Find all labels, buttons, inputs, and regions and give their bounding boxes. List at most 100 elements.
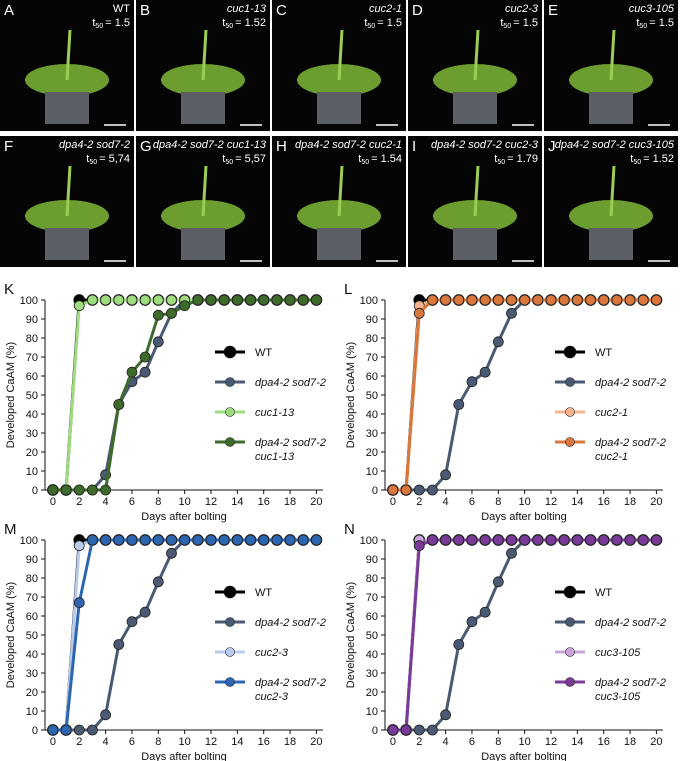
pot (45, 92, 89, 124)
data-point (479, 366, 491, 378)
t50-subscript: 50 (95, 23, 103, 30)
data-point (506, 307, 517, 319)
data-point (453, 639, 465, 650)
data-point (87, 534, 98, 546)
y-tick-label: 80 (26, 573, 38, 585)
data-point (427, 534, 438, 546)
data-point (73, 597, 85, 609)
y-tick-label: 100 (20, 295, 38, 307)
data-point (492, 294, 504, 306)
legend-marker (225, 677, 235, 687)
pot (589, 228, 633, 260)
legend-marker (565, 407, 575, 417)
t50-label: t50 = 1.52 (630, 153, 674, 166)
data-point (466, 294, 478, 306)
genotype: cuc1-13 (227, 3, 267, 15)
data-point (284, 294, 296, 306)
t50-value: = 1.5 (105, 17, 130, 29)
data-point (166, 547, 177, 559)
y-tick-label: 10 (366, 466, 378, 478)
data-point (400, 724, 412, 736)
data-point (558, 534, 570, 546)
x-axis-label: Days after bolting (141, 751, 227, 761)
genotype: dpa4-2 sod7-2 (59, 139, 130, 151)
plant-stem (337, 165, 344, 217)
x-tick-label: 14 (571, 496, 583, 508)
t50-subscript: 50 (497, 159, 505, 166)
legend-label: dpa4-2 sod7-2 cuc1-13 (255, 437, 329, 463)
y-tick-label: 40 (26, 409, 38, 421)
y-tick-label: 100 (360, 295, 378, 307)
data-point (179, 534, 191, 546)
data-point (87, 484, 98, 496)
data-point (166, 294, 177, 306)
y-tick-label: 10 (366, 706, 378, 718)
x-tick-label: 14 (231, 736, 243, 748)
data-point (166, 307, 177, 319)
legend-marker (565, 617, 575, 627)
legend-marker (225, 617, 235, 627)
y-tick-label: 50 (26, 630, 38, 642)
plant-stem (609, 29, 616, 81)
data-point (113, 639, 125, 650)
y-tick-label: 60 (366, 371, 378, 383)
legend-label: dpa4-2 sod7-2 (255, 377, 326, 389)
data-point (192, 534, 204, 546)
data-point (387, 724, 399, 736)
legend-label: cuc2-3 (255, 647, 289, 659)
data-point (126, 366, 138, 378)
t50-value: = 5,74 (99, 153, 130, 165)
data-point (637, 534, 649, 546)
y-tick-label: 0 (372, 485, 378, 497)
data-point (440, 534, 452, 546)
x-tick-label: 20 (310, 496, 322, 508)
x-tick-label: 4 (103, 496, 109, 508)
t50-label: t50 = 1.79 (494, 153, 538, 166)
data-point (113, 399, 125, 410)
x-tick-label: 16 (258, 496, 270, 508)
t50-label: t50 = 1.5 (364, 17, 402, 30)
data-point (218, 294, 230, 306)
panel-letter: G (140, 138, 152, 155)
x-tick-label: 2 (76, 736, 82, 748)
data-point (506, 294, 517, 306)
x-tick-label: 0 (390, 496, 396, 508)
t50-symbol: t (630, 153, 633, 165)
t50-symbol: t (494, 153, 497, 165)
y-tick-label: 60 (26, 371, 38, 383)
t50-label: t50 = 5,74 (86, 153, 130, 166)
t50-symbol: t (86, 153, 89, 165)
y-tick-label: 0 (32, 485, 38, 497)
data-point (87, 724, 98, 736)
panel-letter: M (4, 521, 17, 538)
data-point (413, 484, 425, 496)
plant-stem (337, 29, 344, 81)
t50-value: = 1.52 (235, 17, 266, 29)
data-point (139, 534, 151, 546)
t50-value: = 1.5 (513, 17, 538, 29)
legend-label: dpa4-2 sod7-2 cuc2-3 (255, 677, 329, 703)
data-point (139, 606, 151, 618)
pot (453, 228, 497, 260)
legend-marker (565, 677, 575, 687)
panel-letter: J (548, 138, 556, 155)
data-point (492, 336, 504, 348)
x-tick-label: 6 (469, 736, 475, 748)
data-point (413, 540, 425, 552)
data-point (558, 294, 570, 306)
y-tick-label: 90 (366, 554, 378, 566)
y-tick-label: 70 (366, 592, 378, 604)
t50-symbol: t (222, 17, 225, 29)
pot (181, 92, 225, 124)
data-point (492, 576, 504, 588)
legend-label: WT (595, 587, 612, 599)
x-tick-label: 0 (390, 736, 396, 748)
legend-marker (223, 585, 237, 599)
data-point (387, 484, 399, 496)
legend-marker (563, 345, 577, 359)
legend-label: WT (255, 587, 272, 599)
x-tick-label: 20 (650, 736, 662, 748)
data-point (297, 294, 309, 306)
data-point (152, 309, 164, 321)
